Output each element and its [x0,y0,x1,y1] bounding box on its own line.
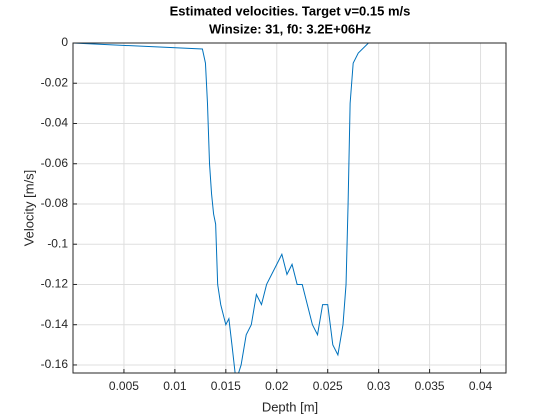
y-tick-label: -0.16 [41,357,69,371]
x-tick-label: 0.025 [313,379,343,393]
y-tick-label: -0.1 [47,236,68,250]
x-tick-label: 0.005 [109,379,139,393]
x-tick-label: 0.01 [163,379,187,393]
y-tick-label: -0.06 [41,156,69,170]
chart-title: Estimated velocities. Target v=0.15 m/s [170,3,411,18]
chart-subtitle: Winsize: 31, f0: 3.2E+06Hz [209,21,372,36]
x-axis-label: Depth [m] [262,399,318,414]
plot-area [73,43,506,373]
x-tick-label: 0.02 [265,379,289,393]
x-tick-label: 0.04 [469,379,493,393]
y-tick-label: -0.12 [41,277,69,291]
y-tick-label: -0.02 [41,75,69,89]
x-tick-label: 0.035 [415,379,445,393]
x-tick-label: 0.015 [211,379,241,393]
axes-box [72,42,507,374]
y-axis-label: Velocity [m/s] [21,170,36,247]
y-tick-label: -0.08 [41,196,69,210]
y-tick-label: 0 [61,35,68,49]
y-tick-label: -0.14 [41,317,69,331]
y-tick-label: -0.04 [41,116,69,130]
x-tick-label: 0.03 [367,379,391,393]
data-line [73,43,506,373]
